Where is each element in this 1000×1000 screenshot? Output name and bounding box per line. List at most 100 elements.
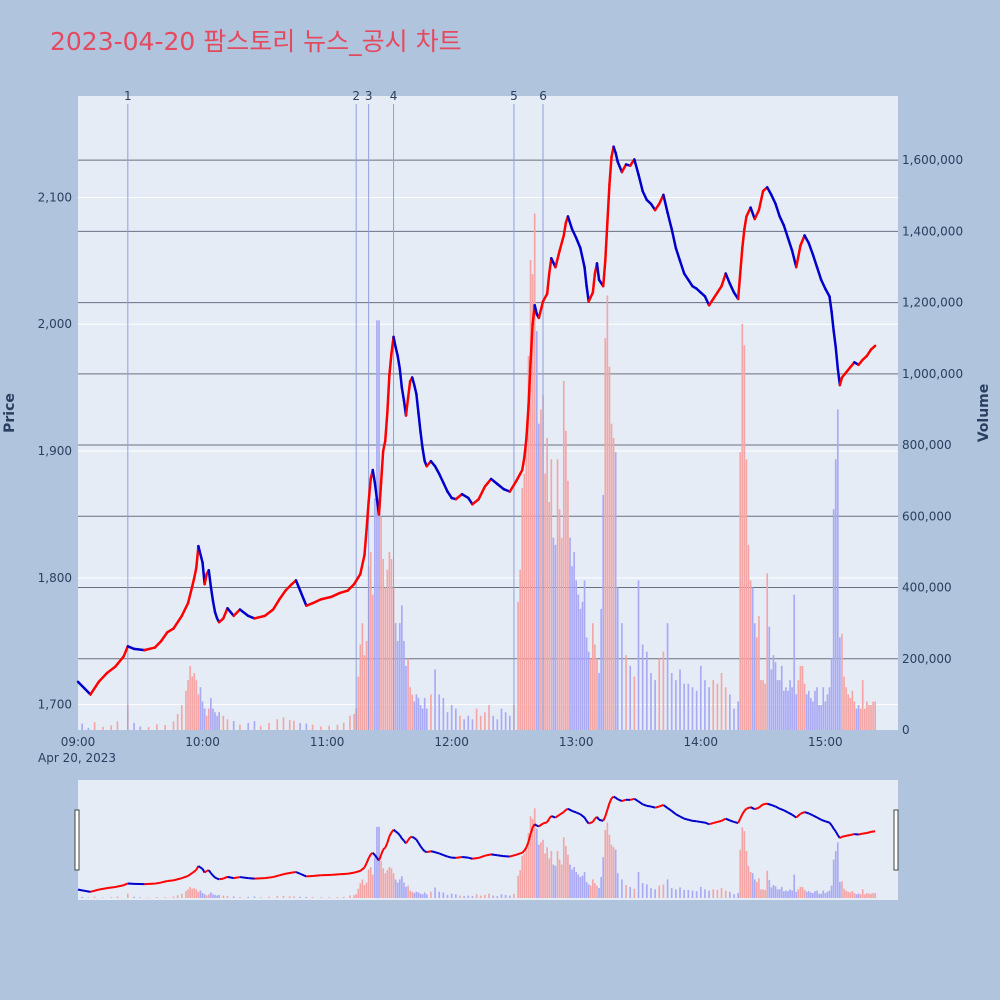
volume-bar [836, 409, 839, 730]
range-slider-volume-bar [212, 894, 214, 898]
volume-bar [328, 725, 331, 730]
range-slider-volume-bar [239, 897, 241, 898]
range-slider-volume-bar [305, 896, 308, 898]
range-slider-price-segment [604, 809, 609, 817]
range-slider-volume-bar [839, 881, 841, 898]
volume-bar [191, 676, 194, 730]
volume-bar [739, 452, 742, 730]
range-slider-volume-bar [772, 884, 775, 898]
range-slider-right-handle[interactable] [893, 809, 899, 871]
volume-bar [662, 651, 665, 730]
range-slider-price-segment [828, 822, 833, 826]
volume-bar [438, 694, 441, 730]
price-segment [662, 193, 669, 214]
volume-bar [508, 715, 511, 730]
price-segment [89, 680, 101, 696]
range-slider-volume-bar [855, 894, 858, 898]
range-slider-price-segment [434, 851, 440, 855]
news-marker-label: 3 [365, 89, 373, 103]
volume-bar [579, 608, 582, 730]
range-slider-price-segment [725, 817, 731, 822]
range-slider-volume-bar [645, 884, 648, 898]
volume-bar [415, 694, 418, 730]
range-slider-volume-bar [361, 879, 364, 898]
price-segment [421, 447, 426, 463]
news-marker-label: 5 [510, 89, 518, 103]
range-slider-price-segment [430, 850, 436, 854]
range-slider-background [78, 780, 898, 900]
volume-bar [621, 623, 623, 730]
volume-bar [442, 697, 445, 730]
price-segment [346, 582, 356, 592]
volume-bar [87, 727, 90, 730]
range-slider-volume-bar [226, 896, 229, 898]
range-slider-volume-bar [770, 887, 773, 898]
range-slider-price-segment [115, 884, 124, 888]
volume-bar [870, 705, 872, 730]
range-slider-volume-bar [521, 855, 524, 898]
range-slider-price-segment [468, 856, 473, 860]
volume-bar [691, 687, 694, 730]
volume-bar [365, 640, 368, 730]
volume-bar [756, 637, 758, 730]
volume-bar [407, 658, 409, 730]
volume-axis-title: Volume [976, 384, 992, 443]
volume-tick-label: 800,000 [902, 438, 952, 452]
range-slider-volume-bar [805, 891, 808, 898]
price-segment [765, 186, 773, 197]
range-slider-volume-bar [293, 896, 295, 898]
range-slider-price-segment [331, 873, 340, 876]
news-marker-label: 2 [352, 89, 360, 103]
price-segment [383, 411, 389, 443]
price-segment [489, 477, 499, 486]
range-slider-volume-bar [342, 896, 345, 898]
price-segment [114, 655, 125, 668]
range-slider-price-segment [839, 835, 843, 839]
range-slider-volume-bar [778, 889, 781, 898]
price-segment [585, 284, 590, 303]
volume-bar [650, 673, 652, 730]
price-segment [865, 348, 873, 358]
range-slider-price-segment [621, 798, 627, 802]
range-slider-price-segment [123, 882, 129, 887]
range-slider-volume-bar [847, 891, 850, 898]
range-slider-volume-bar [868, 893, 870, 898]
volume-bar [780, 665, 783, 730]
range-slider-price-segment [392, 828, 397, 833]
range-slider-volume-bar [407, 885, 409, 898]
price-segment [832, 329, 837, 349]
volume-bar [789, 680, 791, 730]
range-slider-price-segment [615, 796, 619, 801]
range-slider-volume-bar [538, 844, 540, 898]
range-slider-volume-bar [467, 895, 470, 898]
range-slider-price-segment [658, 804, 664, 808]
range-slider-volume-bar [214, 894, 216, 898]
range-slider-volume-bar [336, 897, 339, 898]
price-segment [442, 481, 449, 493]
volume-bar [552, 537, 555, 730]
range-slider[interactable] [74, 780, 899, 900]
price-segment [711, 291, 719, 301]
price-segment [404, 396, 410, 417]
range-slider-price-segment [575, 811, 581, 816]
range-slider-left-handle[interactable] [74, 809, 80, 871]
range-slider-volume-bar [641, 883, 644, 898]
price-segment [410, 376, 416, 387]
range-slider-price-segment [671, 810, 677, 816]
volume-bar [743, 345, 746, 730]
range-slider-volume-bar [776, 889, 779, 898]
range-slider-volume-bar [814, 891, 816, 898]
range-slider-volume-bar [851, 891, 854, 898]
price-segment [558, 234, 566, 252]
price-segment [579, 246, 586, 269]
volume-bar [581, 601, 584, 730]
range-slider-volume-bar [751, 873, 754, 898]
range-slider-volume-bar [388, 867, 391, 898]
volume-bar [463, 719, 465, 730]
volume-bar [849, 697, 852, 730]
range-slider-volume-bar [116, 896, 119, 898]
range-slider-price-segment [591, 818, 596, 823]
price-segment [238, 608, 250, 618]
